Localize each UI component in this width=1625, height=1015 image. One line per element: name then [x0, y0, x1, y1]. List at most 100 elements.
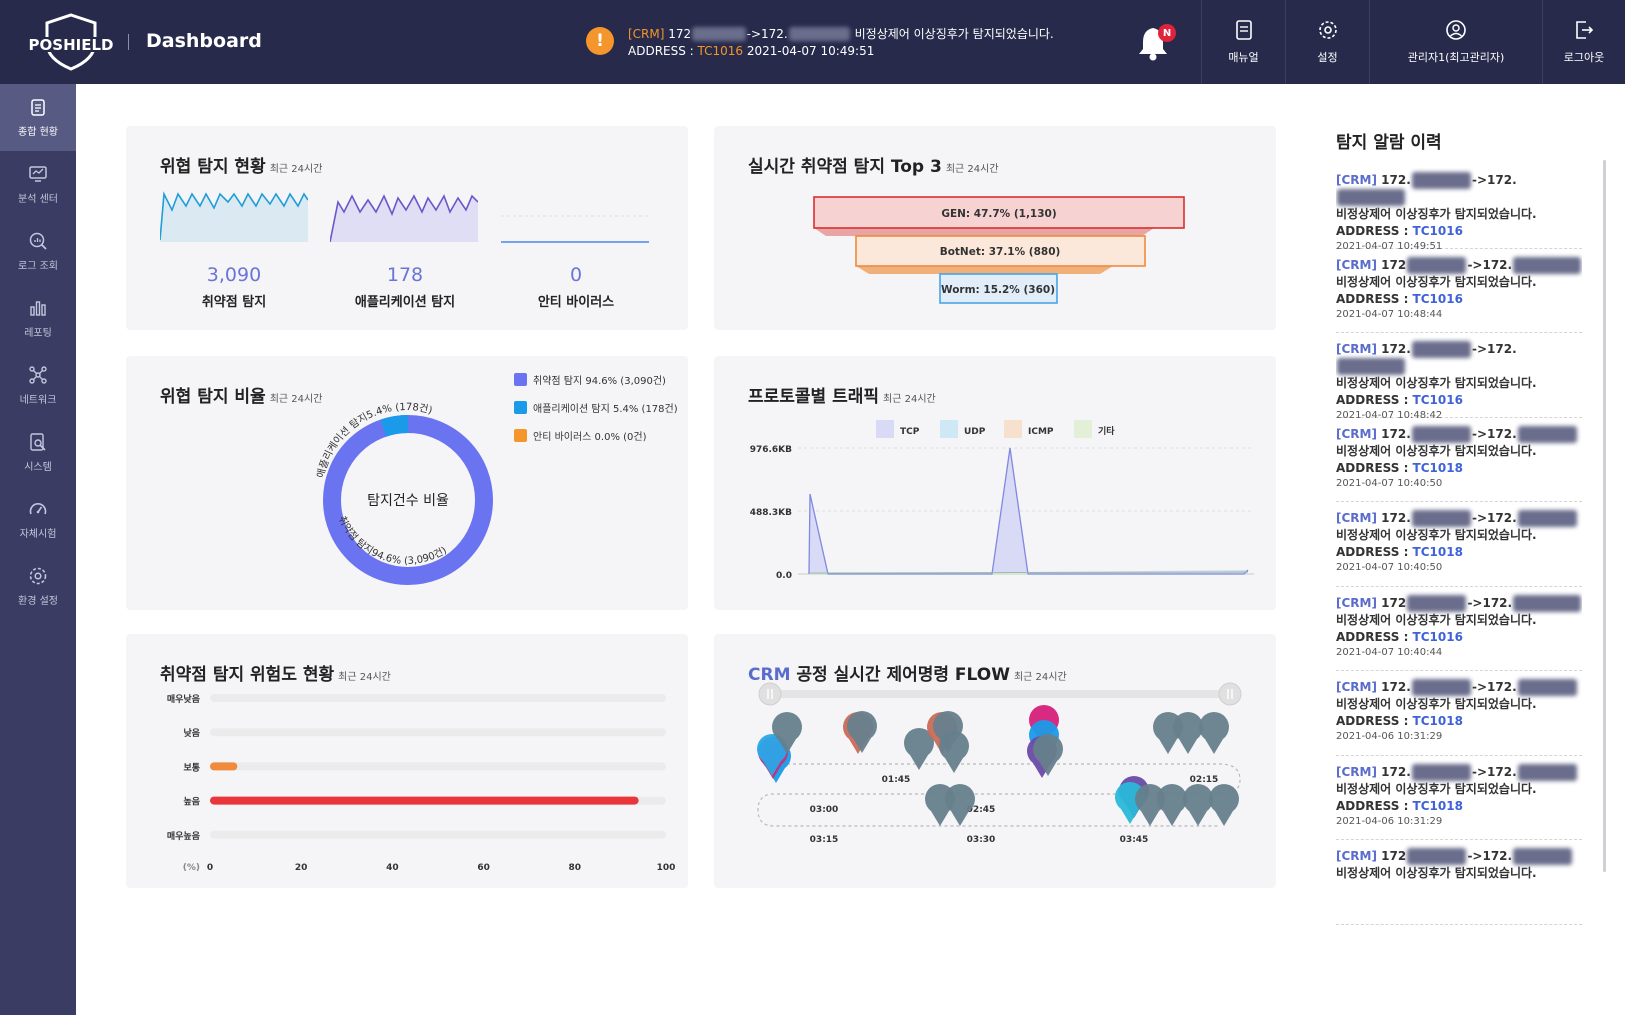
flow-pin-marker[interactable]: [1173, 712, 1203, 754]
flow-range-handle-left[interactable]: [758, 682, 782, 706]
flow-time-label: 03:00: [810, 805, 839, 815]
legend-udp[interactable]: UDP: [964, 427, 986, 437]
risk-bar[interactable]: [210, 796, 639, 805]
list-item[interactable]: [CRM] 17200.00.00->172.00.00.000 비정상제어 이…: [1336, 587, 1582, 671]
y-tick: 0.0: [776, 571, 792, 581]
legend-antivirus[interactable]: 안티 바이러스 0.0% (0건): [514, 428, 647, 443]
flow-pin-marker[interactable]: [1033, 734, 1063, 776]
masked-ip: 00.00.00: [692, 27, 746, 41]
alarm-history-list[interactable]: [CRM] 172.00.00.00->172.00.00.000 비정상제어 …: [1336, 164, 1582, 957]
sidebar-item-environment[interactable]: 환경 설정: [0, 553, 76, 620]
alarm-arrow: ->172.: [1467, 595, 1513, 610]
user-account-button[interactable]: 관리자1(최고관리자): [1369, 0, 1542, 84]
risk-bar[interactable]: [210, 762, 238, 771]
masked-ip: 00.00.00: [1411, 679, 1471, 696]
flow-time-label: 01:45: [882, 775, 911, 785]
sidebar-item-label: 자체시험: [19, 529, 57, 540]
funnel-bar-gen[interactable]: [813, 196, 1185, 229]
funnel-connector: [856, 266, 1113, 274]
list-item[interactable]: [CRM] 172.00.00.00->172. 00.00.000 비정상제어 …: [1336, 164, 1582, 252]
list-item[interactable]: [CRM] 17200.00.00->172.00.00.000 비정상제어 이…: [1336, 249, 1582, 333]
flow-time-label: 02:45: [967, 805, 996, 815]
flow-pin-marker[interactable]: [1157, 784, 1187, 826]
legend-vuln[interactable]: 취약점 탐지 94.6% (3,090건): [514, 372, 666, 387]
alarm-message: 비정상제어 이상징후가 탐지되었습니다.: [1336, 528, 1537, 542]
poshield-logo[interactable]: POSHIELD: [22, 13, 120, 71]
x-tick: 0: [207, 863, 213, 873]
risk-bar-track: [210, 830, 666, 839]
sidebar-item-network[interactable]: 네트워크: [0, 352, 76, 419]
risk-title: 취약점 탐지 위험도 현황 최근 24시간: [160, 665, 391, 685]
masked-ip: 00.00.000: [1337, 189, 1405, 206]
alarm-timestamp: 2021-04-07 10:48:42: [1336, 410, 1443, 421]
legend-icmp[interactable]: ICMP: [1028, 427, 1054, 437]
legend-swatch-tcp: [876, 420, 894, 438]
threat-status-card: 위협 탐지 현황 최근 24시간 3,090 취약점 탐지 178 애플리케이션 …: [126, 126, 688, 330]
flow-time-label: 03:30: [967, 835, 996, 845]
flow-range-track[interactable]: [770, 690, 1230, 698]
sidebar-item-log-search[interactable]: 로그 조회: [0, 218, 76, 285]
list-item[interactable]: [CRM] 172.00.00.00->172.00.00.00 비정상제어 이…: [1336, 502, 1582, 587]
traffic-card: 프로토콜별 트래픽 최근 24시간 TCP UDP ICMP 기타 976.6KB…: [714, 356, 1276, 610]
app-count: 178: [386, 264, 424, 286]
risk-row-label: 매우낮음: [167, 693, 200, 705]
alarm-prefix: [CRM]: [1336, 173, 1377, 187]
funnel-label-worm: Worm: 15.2% (360): [941, 284, 1055, 296]
sidebar-item-analysis[interactable]: 분석 센터: [0, 151, 76, 218]
list-item[interactable]: [CRM] 172.00.00.00->172.00.00.00 비정상제어 이…: [1336, 756, 1582, 840]
legend-app[interactable]: 애플리케이션 탐지 5.4% (178건): [514, 400, 678, 415]
legend-tcp[interactable]: TCP: [900, 427, 920, 437]
page-title: Dashboard: [146, 30, 262, 52]
axis-unit: (%): [183, 863, 200, 873]
flow-pin-marker[interactable]: [1209, 784, 1239, 826]
flow-pin-marker[interactable]: [757, 734, 787, 776]
settings-label: 설정: [1317, 51, 1338, 64]
funnel-bar-worm[interactable]: [939, 273, 1058, 304]
alarm-address-code: TC1018: [1412, 460, 1463, 475]
antivirus-count: 0: [569, 264, 583, 286]
donut-slice-app[interactable]: [380, 415, 409, 437]
warning-icon: !: [586, 27, 614, 55]
alarm-message: 비정상제어 이상징후가 탐지되었습니다.: [1336, 207, 1537, 221]
logout-button[interactable]: 로그아웃: [1542, 0, 1625, 84]
masked-ip: 00.00.000: [1513, 256, 1581, 274]
flow-pin-marker[interactable]: [945, 784, 975, 826]
flow-pin-marker[interactable]: [772, 712, 802, 754]
alarm-list-scrollbar[interactable]: [1603, 160, 1606, 872]
masked-ip: 00.00.00: [1513, 848, 1573, 865]
masked-ip: 00.00.00: [1407, 256, 1467, 274]
flow-pin-marker[interactable]: [847, 711, 877, 753]
alarm-address-code: TC1018: [1412, 545, 1463, 559]
flow-pin-marker[interactable]: [1183, 784, 1213, 826]
alarm-address-code: TC1018: [1412, 714, 1463, 728]
sidebar-item-system[interactable]: 시스템: [0, 419, 76, 486]
alarm-arrow: ->172.: [1471, 764, 1517, 779]
flow-time-label: 02:15: [1190, 775, 1219, 785]
flow-pin-marker[interactable]: [1199, 712, 1229, 754]
funnel-bar-botnet[interactable]: [855, 235, 1146, 267]
risk-row-label: 높음: [183, 797, 200, 808]
masked-ip: 00.00.00: [1411, 763, 1471, 781]
sidebar-item-self-test[interactable]: 자체시험: [0, 486, 76, 553]
legend-etc[interactable]: 기타: [1098, 425, 1115, 437]
legend-swatch-etc: [1074, 420, 1092, 438]
settings-button[interactable]: 설정: [1285, 0, 1369, 84]
flow-pin-marker[interactable]: [904, 728, 934, 770]
sidebar-item-overview[interactable]: 종합 현황: [0, 84, 76, 151]
sidebar-item-reporting[interactable]: 레포팅: [0, 285, 76, 352]
flow-range-handle-right[interactable]: [1218, 682, 1242, 706]
list-item[interactable]: [CRM] 172.00.00.00->172. 00.00.000 비정상제어 …: [1336, 333, 1582, 421]
masked-ip: 00.00.00: [1411, 425, 1471, 443]
flow-pin-marker[interactable]: [933, 711, 963, 753]
list-item[interactable]: [CRM] 17200.00.00->172.00.00.00 비정상제어 이상…: [1336, 840, 1582, 925]
alarm-address-code: TC1016: [1412, 291, 1463, 306]
masked-ip: 00.00.00: [1517, 679, 1577, 696]
alert-message[interactable]: [CRM] 17200.00.00->172.00.00.000 비정상제어 이…: [628, 25, 1054, 42]
manual-button[interactable]: 매뉴얼: [1201, 0, 1285, 84]
risk-bar-track: [210, 694, 666, 702]
alert-prefix: [CRM]: [628, 27, 665, 41]
list-item[interactable]: [CRM] 172.00.00.00->172.00.00.00 비정상제어 이…: [1336, 418, 1582, 502]
flow-pin-marker[interactable]: [1135, 784, 1165, 826]
flow-pin-marker[interactable]: [939, 731, 969, 773]
list-item[interactable]: [CRM] 172.00.00.00->172.00.00.00 비정상제어 이…: [1336, 671, 1582, 756]
